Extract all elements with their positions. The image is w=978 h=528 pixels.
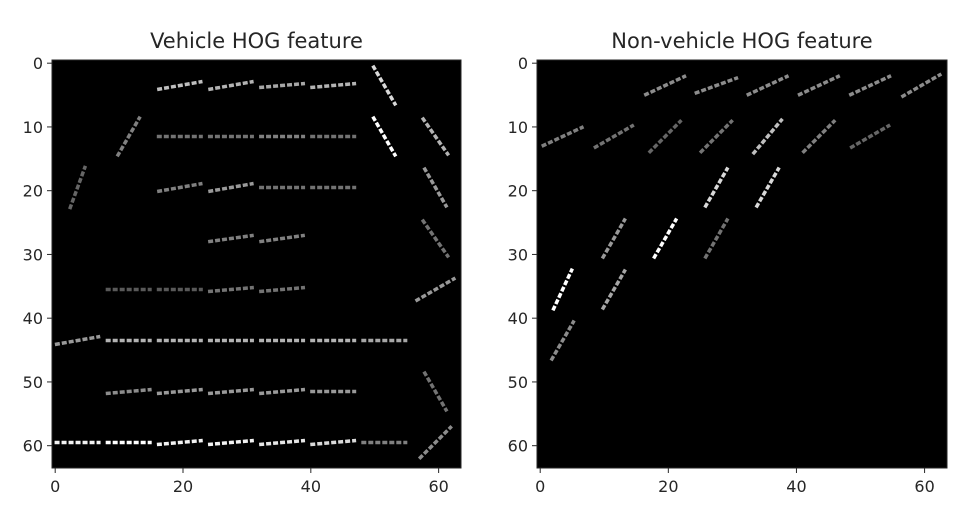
vehicle-hog-segment <box>156 438 203 447</box>
non-vehicle-hog-segment <box>900 72 943 99</box>
vehicle-hog-segment <box>207 438 255 447</box>
non-vehicle-y-tick-label: 20 <box>508 182 528 201</box>
vehicle-hog-segment <box>258 81 306 90</box>
non-vehicle-hog-segment <box>751 117 784 156</box>
vehicle-hog-segment <box>156 79 203 92</box>
non-vehicle-hog-segment <box>593 123 635 150</box>
non-vehicle-hog-segment <box>549 319 576 362</box>
vehicle-hog-segment <box>156 181 203 194</box>
vehicle-hog-segment <box>420 218 451 259</box>
vehicle-hog-segment <box>54 334 101 347</box>
non-vehicle-y-tick-label: 0 <box>518 54 528 73</box>
vehicle-hog-segment <box>258 285 306 294</box>
vehicle-x-tick-label: 0 <box>50 477 60 496</box>
vehicle-hog-cells <box>54 64 457 461</box>
vehicle-hog-segment <box>371 64 398 107</box>
non-vehicle-hog-segment <box>540 125 585 148</box>
non-vehicle-chart-title: Non-vehicle HOG feature <box>611 29 872 53</box>
non-vehicle-hog-cells <box>540 72 943 362</box>
non-vehicle-x-tick-label: 0 <box>535 477 545 496</box>
vehicle-hog-image <box>52 60 461 468</box>
vehicle-hog-segment <box>207 285 255 294</box>
non-vehicle-hog-segment <box>745 74 790 97</box>
vehicle-hog-segment <box>156 387 203 396</box>
vehicle-hog-panel: Vehicle HOG feature 0 20 40 60 0 10 20 30 40 50 60 <box>23 29 462 496</box>
vehicle-x-tick-label: 40 <box>301 477 321 496</box>
non-vehicle-y-tick-label: 40 <box>508 309 528 328</box>
vehicle-hog-segment <box>420 116 451 157</box>
vehicle-hog-segment <box>207 79 254 92</box>
non-vehicle-hog-segment <box>703 166 730 209</box>
vehicle-hog-segment <box>414 276 457 303</box>
non-vehicle-y-tick-label: 30 <box>508 245 528 264</box>
vehicle-axes-ticks: 0 20 40 60 0 10 20 30 40 50 60 <box>23 54 449 496</box>
vehicle-hog-segment <box>105 387 152 396</box>
vehicle-y-tick-label: 30 <box>23 245 43 264</box>
non-vehicle-hog-segment <box>797 74 841 97</box>
vehicle-y-tick-label: 60 <box>23 437 43 456</box>
vehicle-hog-segment <box>258 387 306 396</box>
vehicle-hog-segment <box>422 166 449 209</box>
non-vehicle-hog-segment <box>652 217 679 260</box>
vehicle-hog-segment <box>422 370 449 413</box>
vehicle-hog-segment <box>68 165 88 210</box>
non-vehicle-axes-frame <box>536 59 948 469</box>
vehicle-hog-segment <box>417 424 453 461</box>
non-vehicle-hog-segment <box>754 166 781 209</box>
vehicle-axes-frame <box>51 59 462 469</box>
vehicle-hog-segment <box>310 81 357 90</box>
non-vehicle-x-tick-label: 40 <box>786 477 806 496</box>
vehicle-hog-segment <box>310 438 357 447</box>
non-vehicle-hog-segment <box>551 267 574 312</box>
vehicle-chart-title: Vehicle HOG feature <box>150 29 363 53</box>
non-vehicle-y-tick-label: 10 <box>508 118 528 137</box>
non-vehicle-hog-panel: Non-vehicle HOG feature 0 20 40 60 0 10 20 30 40… <box>508 29 948 496</box>
vehicle-y-tick-label: 50 <box>23 373 43 392</box>
non-vehicle-hog-segment <box>600 217 627 260</box>
vehicle-y-tick-label: 20 <box>23 182 43 201</box>
vehicle-x-tick-label: 60 <box>428 477 448 496</box>
non-vehicle-hog-image <box>537 60 947 468</box>
vehicle-x-tick-label: 20 <box>173 477 193 496</box>
non-vehicle-y-tick-label: 50 <box>508 373 528 392</box>
vehicle-hog-segment <box>115 115 142 158</box>
non-vehicle-hog-segment <box>801 118 837 155</box>
non-vehicle-hog-segment <box>694 75 739 96</box>
vehicle-hog-segment <box>207 387 255 396</box>
non-vehicle-hog-segment <box>849 123 891 150</box>
non-vehicle-hog-segment <box>698 118 734 155</box>
vehicle-hog-segment <box>207 233 254 244</box>
vehicle-y-tick-label: 10 <box>23 118 43 137</box>
vehicle-hog-segment <box>258 438 306 447</box>
non-vehicle-axes-ticks: 0 20 40 60 0 10 20 30 40 50 60 <box>508 54 935 496</box>
non-vehicle-y-tick-label: 60 <box>508 437 528 456</box>
non-vehicle-hog-segment <box>848 74 892 97</box>
vehicle-hog-segment <box>371 115 398 158</box>
non-vehicle-x-tick-label: 20 <box>658 477 678 496</box>
non-vehicle-x-tick-label: 60 <box>914 477 934 496</box>
non-vehicle-hog-segment <box>600 268 627 311</box>
vehicle-y-tick-label: 40 <box>23 309 43 328</box>
non-vehicle-hog-segment <box>647 118 683 155</box>
vehicle-hog-segment <box>259 233 306 244</box>
non-vehicle-hog-segment <box>643 74 687 97</box>
vehicle-hog-segment <box>207 181 254 194</box>
vehicle-y-tick-label: 0 <box>33 54 43 73</box>
non-vehicle-hog-segment <box>703 217 730 260</box>
